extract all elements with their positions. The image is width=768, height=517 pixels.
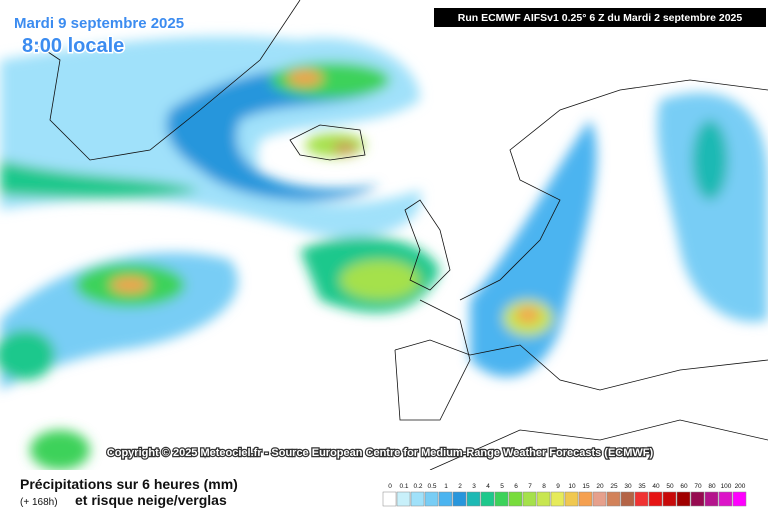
color-swatch — [382, 491, 397, 507]
legend-title: Précipitations sur 6 heures (mm) — [20, 476, 238, 492]
color-swatch — [536, 491, 551, 507]
color-swatch — [508, 491, 523, 507]
color-swatch — [704, 491, 719, 507]
color-swatch — [690, 491, 705, 507]
color-swatch — [564, 491, 579, 507]
level-label: 50 — [666, 483, 674, 490]
level-label: 30 — [624, 483, 632, 490]
level-label: 8 — [542, 483, 546, 490]
level-label: 200 — [735, 483, 746, 490]
color-swatch — [494, 491, 509, 507]
level-label: 0 — [388, 483, 392, 490]
color-swatch — [606, 491, 621, 507]
level-label: 70 — [694, 483, 702, 490]
level-label: 5 — [500, 483, 504, 490]
level-label: 10 — [568, 483, 576, 490]
color-swatch — [452, 491, 467, 507]
level-label: 0.1 — [399, 483, 408, 490]
level-label: 60 — [680, 483, 688, 490]
precipitation-field — [0, 36, 768, 470]
forecast-date: Mardi 9 septembre 2025 — [14, 15, 184, 32]
level-label: 3 — [472, 483, 476, 490]
coastlines — [29, 0, 768, 471]
run-info: Run ECMWF AIFSv1 0.25° 6 Z du Mardi 2 se… — [458, 12, 743, 24]
level-label: 35 — [638, 483, 646, 490]
level-label: 20 — [596, 483, 604, 490]
level-label: 0.5 — [427, 483, 436, 490]
level-label: 6 — [514, 483, 518, 490]
color-swatch — [550, 491, 565, 507]
color-swatch — [522, 491, 537, 507]
level-label: 7 — [528, 483, 532, 490]
color-swatch — [592, 491, 607, 507]
color-swatch — [410, 491, 425, 507]
color-swatch — [424, 491, 439, 507]
level-label: 25 — [610, 483, 618, 490]
level-label: 15 — [582, 483, 590, 490]
level-label: 0.2 — [413, 483, 422, 490]
forecast-time: 8:00 locale — [22, 35, 124, 57]
level-label: 2 — [458, 483, 462, 490]
color-swatch — [438, 491, 453, 507]
level-label: 4 — [486, 483, 490, 490]
level-label: 1 — [444, 483, 448, 490]
level-label: 40 — [652, 483, 660, 490]
color-swatch — [634, 491, 649, 507]
color-swatch — [662, 491, 677, 507]
colorbar: 0 0.1 0.2 0.5 1 2 3 4 5 6 7 8 9 10 15 20 25 30 35 40 50 60 70 8… — [382, 483, 747, 507]
color-swatch — [648, 491, 663, 507]
color-swatch — [718, 491, 733, 507]
color-swatch — [396, 491, 411, 507]
run-box — [434, 8, 766, 27]
level-label: 100 — [721, 483, 732, 490]
color-swatch — [578, 491, 593, 507]
level-label: 9 — [556, 483, 560, 490]
color-swatch — [732, 491, 747, 507]
copyright: Copyright © 2025 Meteociel.fr - Source E… — [107, 447, 654, 459]
color-swatch — [480, 491, 495, 507]
legend-lead: (+ 168h) — [20, 497, 58, 508]
level-label: 80 — [708, 483, 716, 490]
color-swatch — [676, 491, 691, 507]
color-swatch — [620, 491, 635, 507]
color-swatch — [466, 491, 481, 507]
legend-subtitle: et risque neige/verglas — [75, 492, 227, 508]
